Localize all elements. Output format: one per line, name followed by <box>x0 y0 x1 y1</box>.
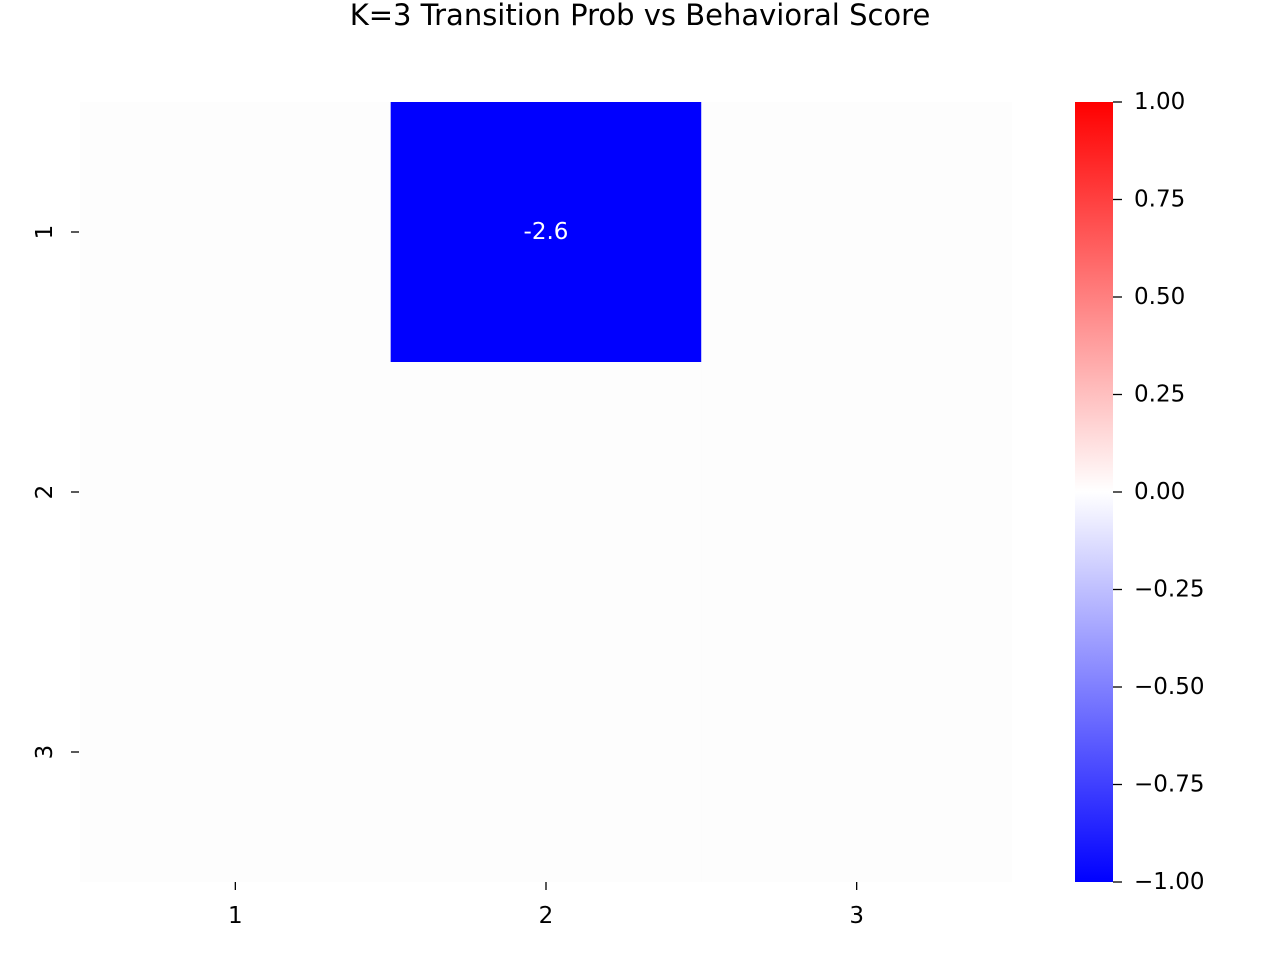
chart-title: K=3 Transition Prob vs Behavioral Score <box>350 0 931 32</box>
colorbar-tick-label: −0.25 <box>1134 577 1204 603</box>
heatmap-cell-r2-c3 <box>701 362 1012 622</box>
y-tick-label: 1 <box>32 225 58 240</box>
x-tick-label: 3 <box>849 903 864 929</box>
heatmap-cell-r3-c3 <box>701 622 1012 882</box>
y-tick-label: 3 <box>32 745 58 760</box>
heatmap-cells: -2.6 <box>80 102 1012 882</box>
colorbar-tick-label: 1.00 <box>1134 89 1185 115</box>
heatmap-cell-r2-c1 <box>80 362 391 622</box>
heatmap-cell-r1-c2 <box>390 102 702 362</box>
heatmap-cell-r3-c2 <box>390 622 702 882</box>
x-axis: 1 2 3 <box>228 882 864 929</box>
y-tick-label: 2 <box>32 485 58 500</box>
colorbar-tick-label: 0.25 <box>1134 382 1185 408</box>
colorbar-tick-label: −1.00 <box>1134 869 1204 895</box>
colorbar-gradient <box>1075 102 1113 882</box>
heatmap-cell-r1-c1 <box>80 102 391 362</box>
heatmap-cell-r3-c1 <box>80 622 391 882</box>
colorbar-tick-label: 0.50 <box>1134 284 1185 310</box>
x-tick-label: 2 <box>539 903 554 929</box>
colorbar: 1.00 0.75 0.50 0.25 0.00 −0.25 −0.50 −0.75 −1.00 <box>1075 89 1204 895</box>
colorbar-tick-label: −0.75 <box>1134 772 1204 798</box>
cell-annotation: -2.6 <box>524 219 569 245</box>
colorbar-tick-label: −0.50 <box>1134 674 1204 700</box>
x-tick-label: 1 <box>228 903 243 929</box>
heatmap-cell-r2-c2 <box>390 362 702 622</box>
colorbar-tick-label: 0.00 <box>1134 479 1185 505</box>
y-axis: 1 2 3 <box>32 225 79 760</box>
colorbar-tick-label: 0.75 <box>1134 187 1185 213</box>
heatmap-cell-r1-c3 <box>701 102 1012 362</box>
